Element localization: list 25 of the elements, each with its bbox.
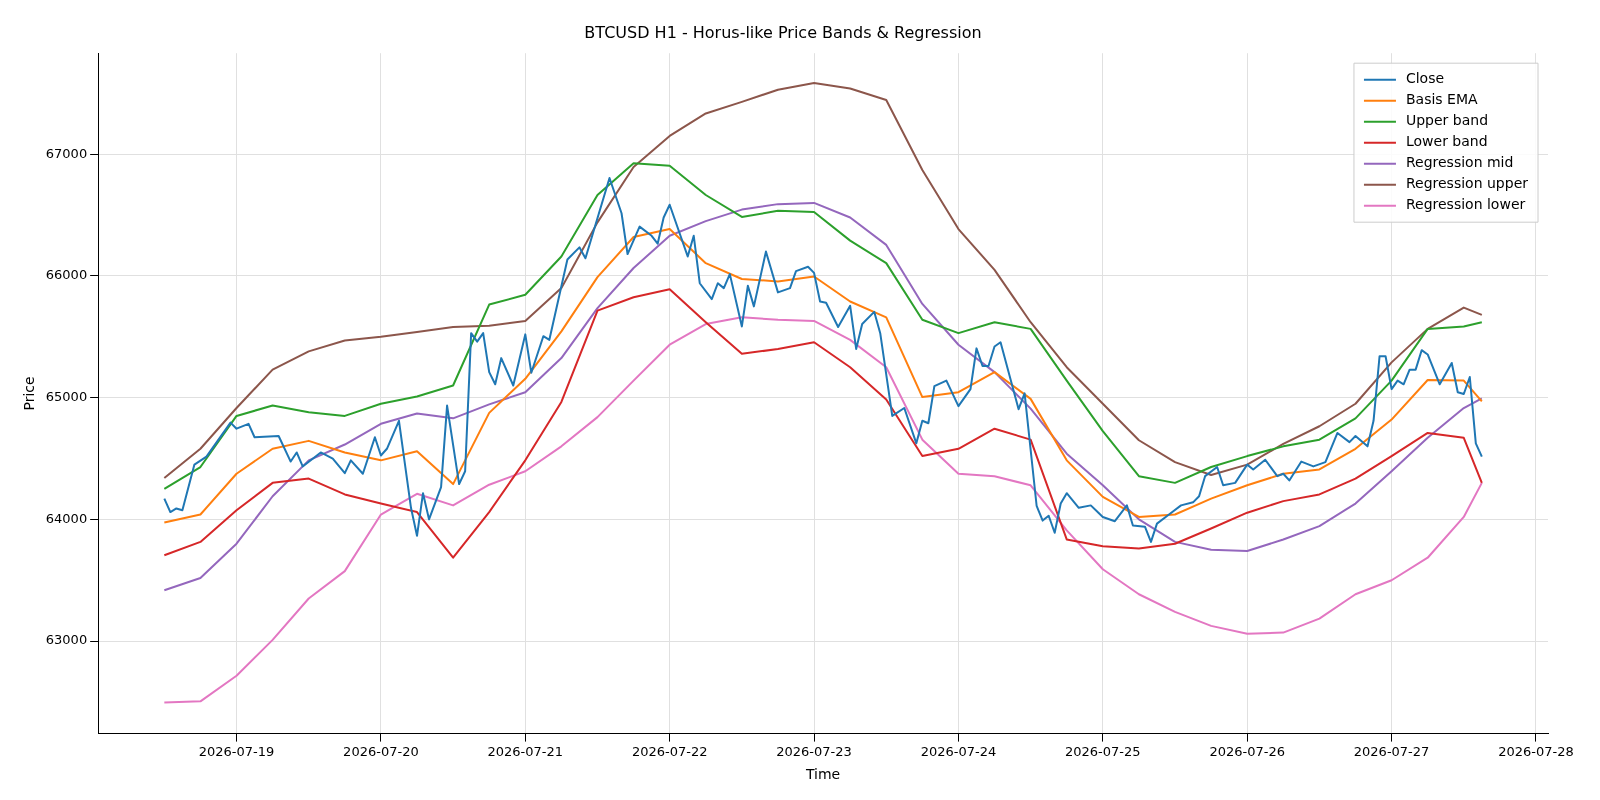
x-tick-label: 2026-07-21 bbox=[487, 743, 564, 759]
x-tick-label: 2026-07-23 bbox=[776, 743, 852, 759]
legend-label: Basis EMA bbox=[1405, 91, 1478, 108]
x-tick-label: 2026-07-20 bbox=[343, 743, 419, 759]
y-tick-label: 63000 bbox=[45, 632, 88, 648]
y-tick-label: 64000 bbox=[45, 510, 88, 526]
legend-label: Close bbox=[1405, 70, 1445, 87]
x-tick-label: 2026-07-25 bbox=[1065, 743, 1141, 759]
x-tick-label: 2026-07-27 bbox=[1353, 743, 1430, 759]
y-tick-label: 65000 bbox=[45, 389, 88, 405]
y-axis-title: Price bbox=[21, 376, 38, 411]
legend-label: Lower band bbox=[1405, 133, 1488, 150]
legend-label: Upper band bbox=[1405, 112, 1489, 129]
x-tick-label: 2026-07-26 bbox=[1209, 743, 1285, 759]
x-axis-title: Time bbox=[804, 766, 841, 783]
y-tick-label: 66000 bbox=[45, 267, 88, 283]
x-tick-label: 2026-07-19 bbox=[198, 743, 275, 759]
y-tick-label: 67000 bbox=[45, 145, 88, 161]
legend-label: Regression upper bbox=[1405, 175, 1529, 192]
chart-title: BTCUSD H1 - Horus-like Price Bands & Regression bbox=[584, 22, 982, 42]
x-tick-label: 2026-07-22 bbox=[631, 743, 708, 759]
legend-label: Regression mid bbox=[1405, 154, 1514, 171]
legend-label: Regression lower bbox=[1405, 196, 1526, 213]
x-tick-label: 2026-07-28 bbox=[1498, 743, 1574, 759]
x-tick-label: 2026-07-24 bbox=[920, 743, 997, 759]
